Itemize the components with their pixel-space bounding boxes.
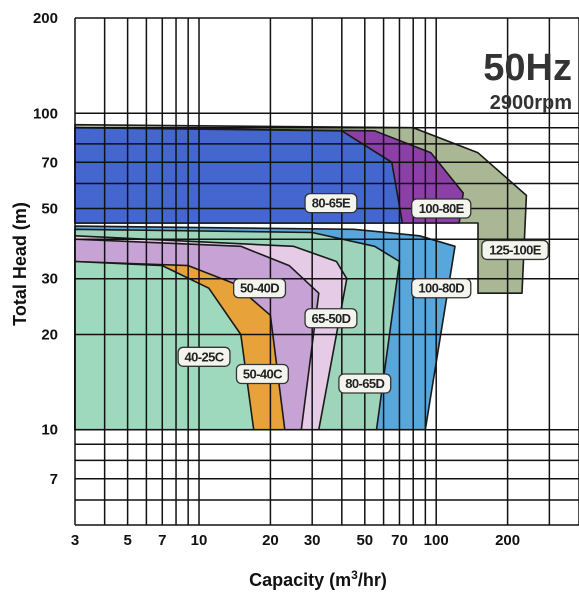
region-label-box	[411, 198, 472, 219]
region-label: 100-80D	[411, 278, 472, 299]
x-tick-label: 50	[356, 532, 373, 549]
y-axis-label: Total Head (m)	[10, 202, 30, 326]
x-tick-label: 20	[262, 532, 279, 549]
x-tick-label: 10	[191, 532, 208, 549]
region-label: 80-65E	[304, 192, 358, 214]
region-label-text: 50-40C	[243, 367, 283, 382]
region-label-box	[233, 278, 287, 299]
region-label: 50-40D	[233, 278, 287, 299]
region-label: 40-25C	[177, 346, 231, 367]
y-tick-label: 100	[33, 105, 58, 122]
region-label-box	[481, 239, 549, 261]
region-label: 50-40C	[235, 363, 289, 385]
chart-grid	[74, 17, 579, 526]
x-tick-label: 3	[71, 532, 79, 549]
region-label-text: 65-50D	[311, 311, 350, 326]
region-label-text: 125-100E	[489, 242, 542, 257]
region-label-text: 80-65D	[345, 376, 384, 391]
region-label-text: 80-65E	[312, 196, 351, 211]
performance-regions	[74, 123, 528, 431]
region-label-box	[177, 346, 231, 367]
y-tick-label: 20	[41, 326, 58, 343]
x-tick-label: 30	[304, 532, 321, 549]
region-label: 100-80E	[411, 198, 472, 219]
region-label-box	[304, 308, 358, 329]
y-tick-label: 200	[33, 10, 58, 27]
region-label-text: 100-80D	[418, 281, 464, 296]
region-label-text: 100-80E	[419, 201, 465, 216]
region-label: 125-100E	[481, 239, 549, 261]
region-label-text: 40-25C	[185, 349, 225, 364]
axis-ticks: 3 5 7 10 20 30 50 70 100 200 10 20 30 50 70 100 200 7	[33, 10, 520, 549]
x-tick-label: 100	[424, 532, 449, 549]
y-tick-label: 70	[41, 154, 58, 171]
region-label-box	[411, 278, 472, 299]
x-tick-label: 7	[158, 532, 166, 549]
chart-title: 50Hz	[483, 47, 572, 89]
y-tick-label: 30	[41, 271, 58, 288]
region-label: 80-65D	[338, 373, 392, 394]
region-label-box	[304, 192, 358, 214]
x-axis-label: Capacity (m3/hr)	[249, 568, 387, 590]
region-label: 65-50D	[304, 308, 358, 329]
y-tick-label: 10	[41, 422, 58, 439]
x-tick-label: 5	[123, 532, 131, 549]
region-label-box	[235, 363, 289, 385]
chart-subtitle: 2900rpm	[490, 92, 572, 114]
y-tick-label: 7	[50, 471, 58, 488]
x-tick-label: 70	[391, 532, 408, 549]
y-tick-label: 50	[41, 201, 58, 218]
region-label-text: 50-40D	[240, 281, 279, 296]
region-label-box	[338, 373, 392, 394]
x-tick-label: 200	[495, 532, 520, 549]
region-labels: 80-65E 100-80E 125-100E 100-80D 50-40D 65-50D…	[177, 192, 549, 394]
